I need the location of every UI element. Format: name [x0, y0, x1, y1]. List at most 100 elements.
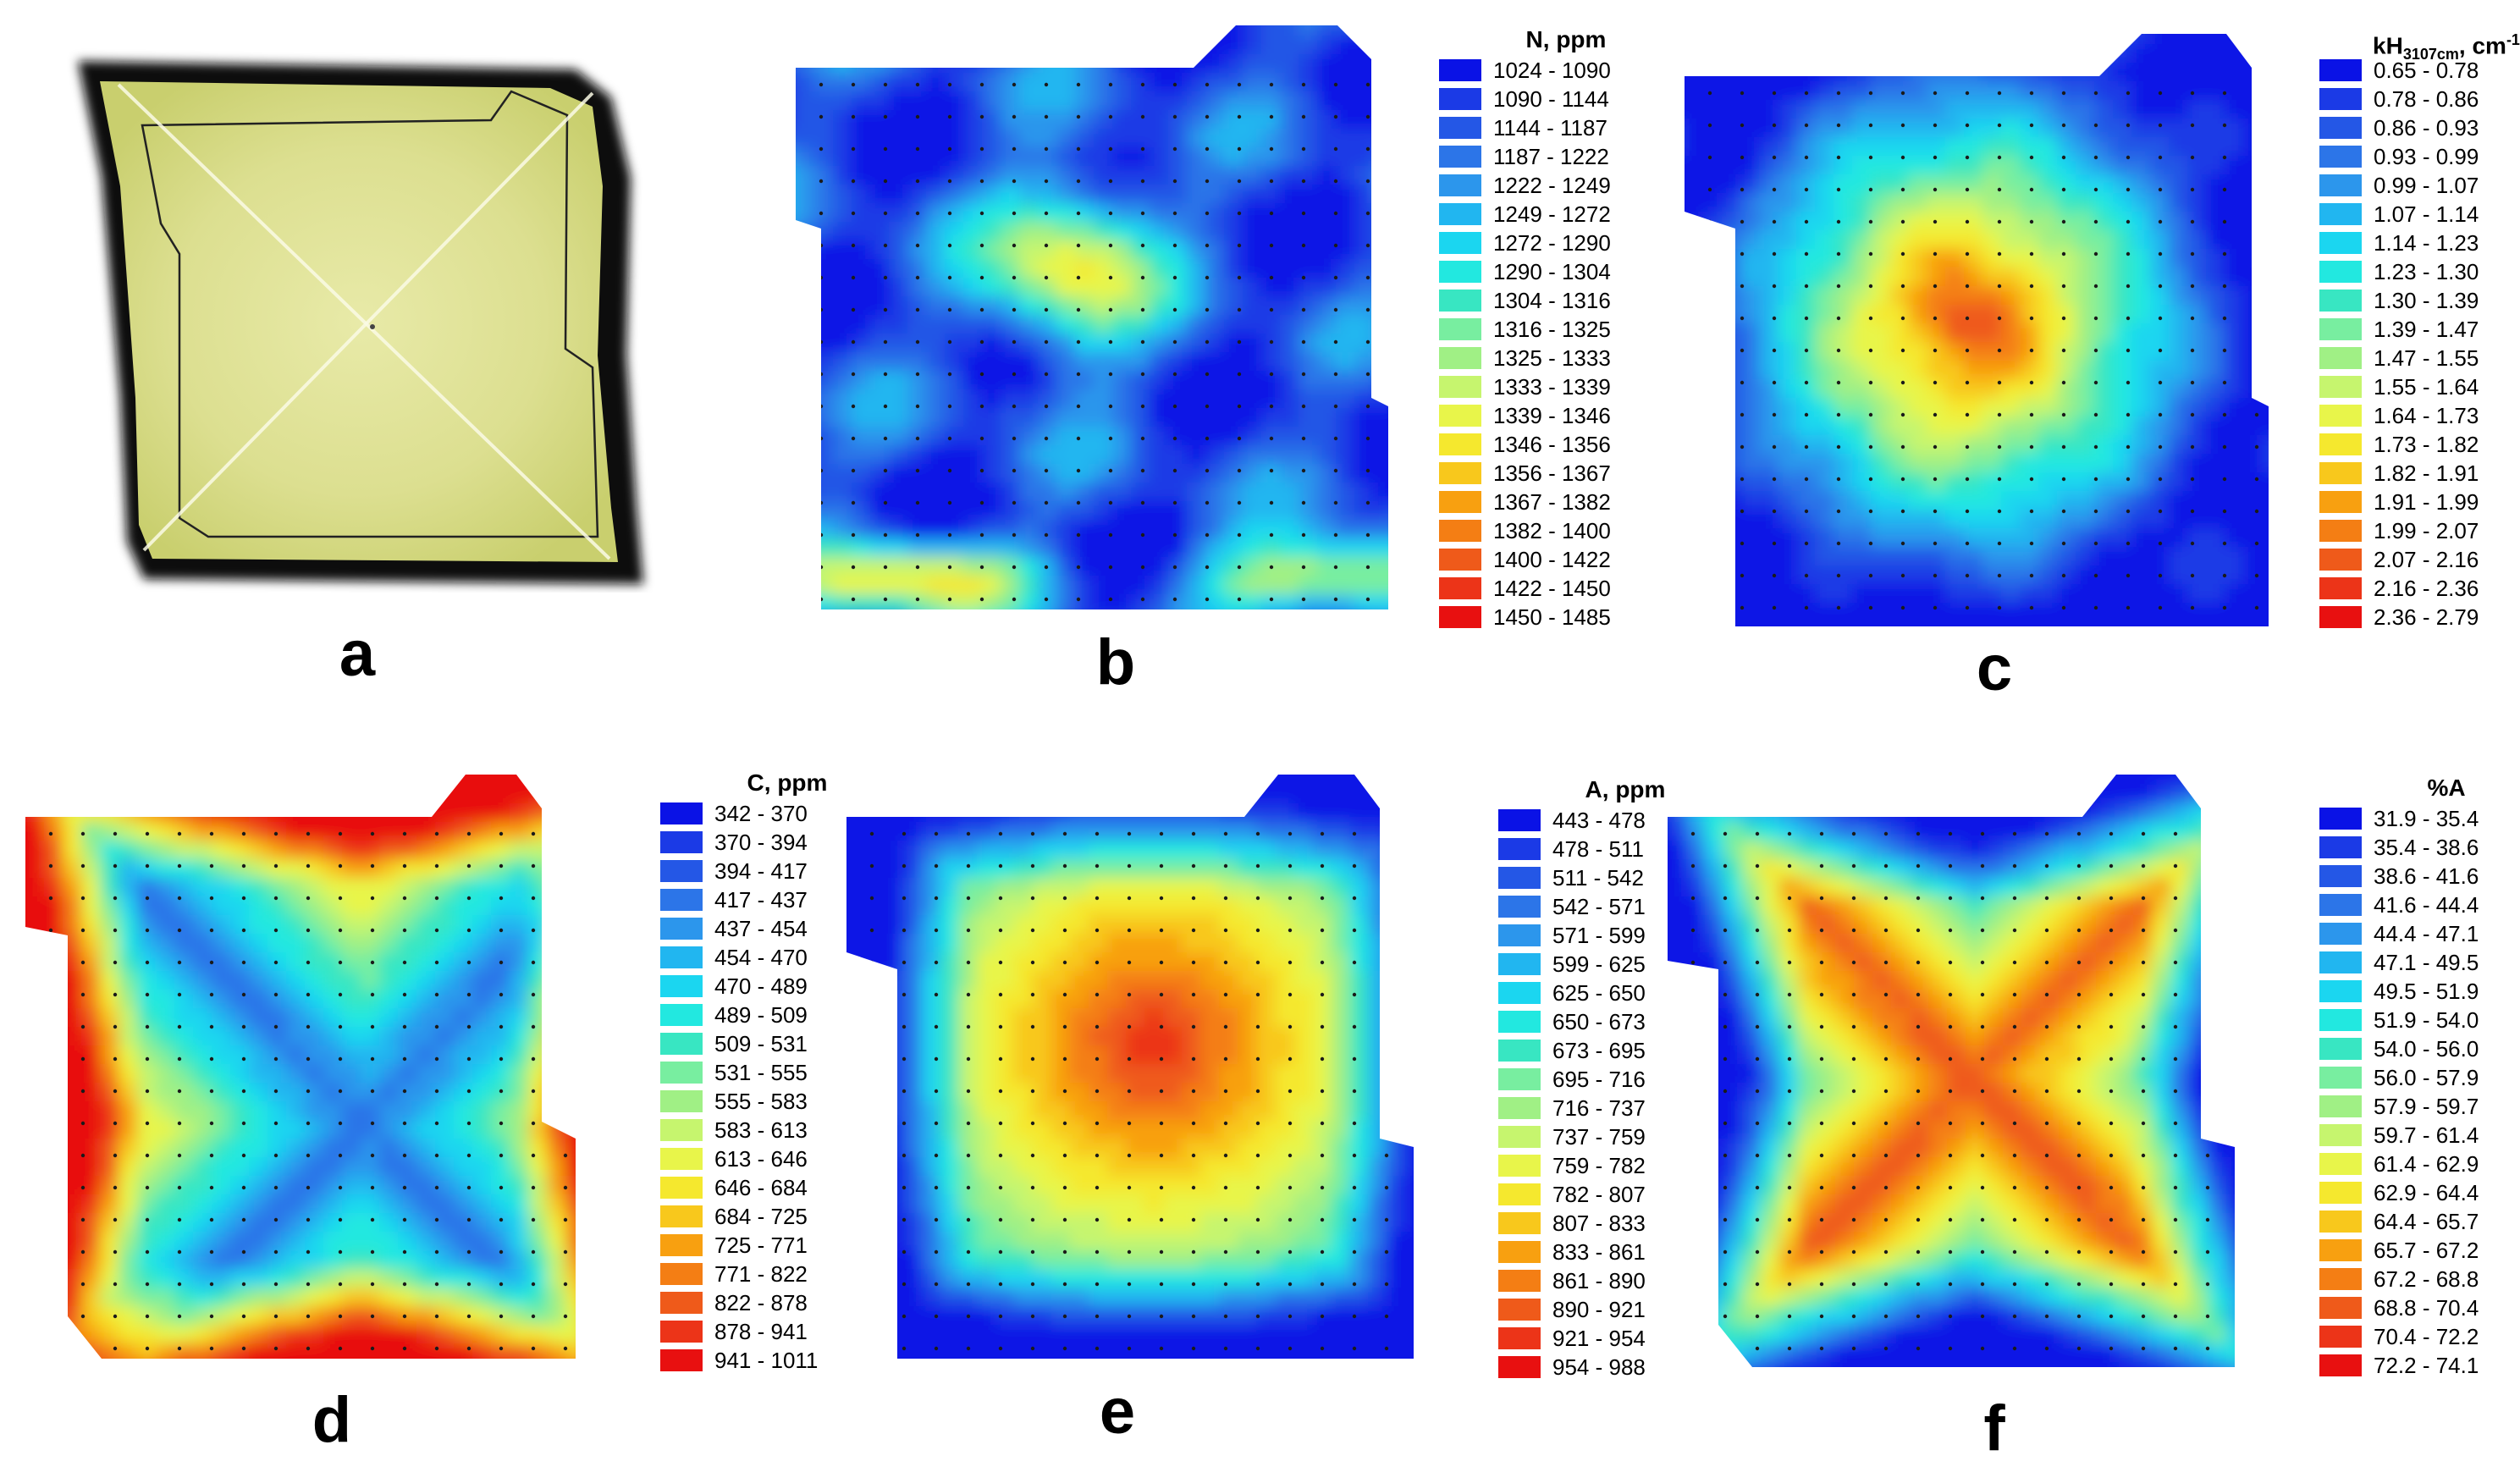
measurement-point	[1804, 284, 1809, 289]
heatmap-cell	[156, 896, 175, 916]
heatmap-cell	[137, 1194, 157, 1214]
heatmap-cell	[603, 1288, 609, 1307]
measurement-point	[2190, 573, 2195, 578]
heatmap-cell	[1336, 17, 1355, 18]
heatmap-cell	[1019, 538, 1039, 558]
measurement-point	[979, 468, 984, 473]
heatmap-cell	[1019, 278, 1039, 297]
measurement-point	[1707, 251, 1712, 256]
heatmap-cell	[1075, 222, 1095, 241]
heatmap-cell	[100, 896, 119, 916]
measurement-point	[819, 82, 824, 87]
heatmap-cell	[1927, 491, 1946, 510]
heatmap-cell	[1131, 278, 1150, 297]
heatmap-cell	[547, 859, 566, 879]
heatmap-cell	[44, 822, 63, 841]
heatmap-cell	[1964, 230, 1983, 250]
heatmap-cell	[100, 1362, 119, 1363]
heatmap-cell	[2243, 323, 2263, 343]
measurement-point	[209, 1024, 214, 1029]
heatmap-cell	[286, 1139, 306, 1158]
heatmap-cell	[398, 1101, 417, 1121]
heatmap-cell	[2113, 510, 2132, 529]
heatmap-cell	[2038, 230, 2058, 250]
heatmap-cell	[1927, 193, 1946, 212]
measurement-point	[1012, 436, 1017, 441]
heatmap-cell	[1759, 603, 1778, 622]
heatmap-cell	[2206, 361, 2225, 380]
heatmap-cell	[603, 896, 609, 916]
heatmap-cell	[1778, 81, 1797, 101]
heatmap-cell	[963, 538, 983, 558]
heatmap-cell	[230, 785, 250, 804]
heatmap-cell	[1368, 971, 1387, 990]
heatmap-cell	[584, 1101, 604, 1121]
heatmap-cell	[1354, 557, 1374, 576]
heatmap-cell	[2169, 286, 2188, 306]
measurement-point	[1333, 468, 1338, 473]
heatmap-cell	[796, 538, 815, 558]
heatmap-cell	[249, 878, 268, 897]
heatmap-cell	[1261, 408, 1281, 427]
heatmap-b	[796, 17, 1388, 609]
heatmap-cell	[1056, 594, 1076, 609]
measurement-point	[819, 146, 824, 152]
measurement-point	[177, 1185, 182, 1190]
heatmap-cell	[1722, 398, 1741, 417]
heatmap-cell	[852, 166, 871, 185]
measurement-point	[563, 1121, 568, 1126]
heatmap-cell	[1280, 129, 1299, 148]
measurement-point	[241, 1121, 246, 1126]
heatmap-cell	[510, 1232, 529, 1251]
heatmap-cell	[435, 1306, 455, 1326]
measurement-point	[338, 960, 343, 965]
heatmap-cell	[1038, 445, 1057, 465]
heatmap-cell	[528, 1045, 548, 1065]
heatmap-cell	[1224, 427, 1243, 446]
heatmap-cell	[945, 73, 964, 92]
heatmap-cell	[1424, 822, 1439, 841]
heatmap-cell	[565, 859, 576, 879]
heatmap-cell	[1038, 296, 1057, 316]
measurement-point	[499, 1282, 504, 1287]
heatmap-cell	[1796, 100, 1816, 119]
heatmap-cell	[958, 775, 978, 786]
heatmap-cell	[305, 766, 324, 767]
heatmap-cell	[833, 147, 852, 167]
heatmap-cell	[63, 1083, 82, 1102]
heatmap-cell	[796, 278, 797, 297]
heatmap-cell	[889, 129, 908, 148]
measurement-point	[915, 114, 920, 119]
heatmap-cell	[1778, 100, 1797, 119]
heatmap-cell	[398, 1176, 417, 1195]
crystal-outline	[141, 90, 599, 538]
heatmap-cell	[1387, 915, 1406, 935]
heatmap-cell	[1871, 174, 1890, 194]
measurement-point	[1868, 123, 1873, 128]
heatmap-cell	[1070, 841, 1089, 860]
heatmap-cell	[1168, 576, 1188, 595]
heatmap-cell	[1001, 36, 1020, 55]
heatmap-cell	[491, 1232, 510, 1251]
heatmap-cell	[1336, 427, 1355, 446]
heatmap-cell	[1299, 259, 1318, 279]
heatmap-cell	[2113, 342, 2132, 361]
measurement-point	[1965, 348, 1970, 353]
heatmap-cell	[1405, 934, 1414, 953]
heatmap-cell	[963, 576, 983, 595]
heatmap-cell	[1889, 398, 1909, 417]
heatmap-cell	[1219, 990, 1238, 1009]
heatmap-cell	[1112, 259, 1132, 279]
heatmap-cell	[1889, 137, 1909, 157]
heatmap-cell	[995, 841, 1015, 860]
heatmap-cell	[1256, 841, 1276, 860]
heatmap-cell	[342, 990, 361, 1009]
heatmap-cell	[547, 990, 566, 1009]
heatmap-cell	[1354, 129, 1374, 148]
heatmap-cell	[174, 1232, 194, 1251]
heatmap-cell	[1200, 915, 1220, 935]
measurement-point	[145, 1056, 150, 1062]
heatmap-cell	[982, 129, 1001, 148]
heatmap-cell	[1094, 389, 1113, 409]
heatmap-cell	[2113, 156, 2132, 175]
